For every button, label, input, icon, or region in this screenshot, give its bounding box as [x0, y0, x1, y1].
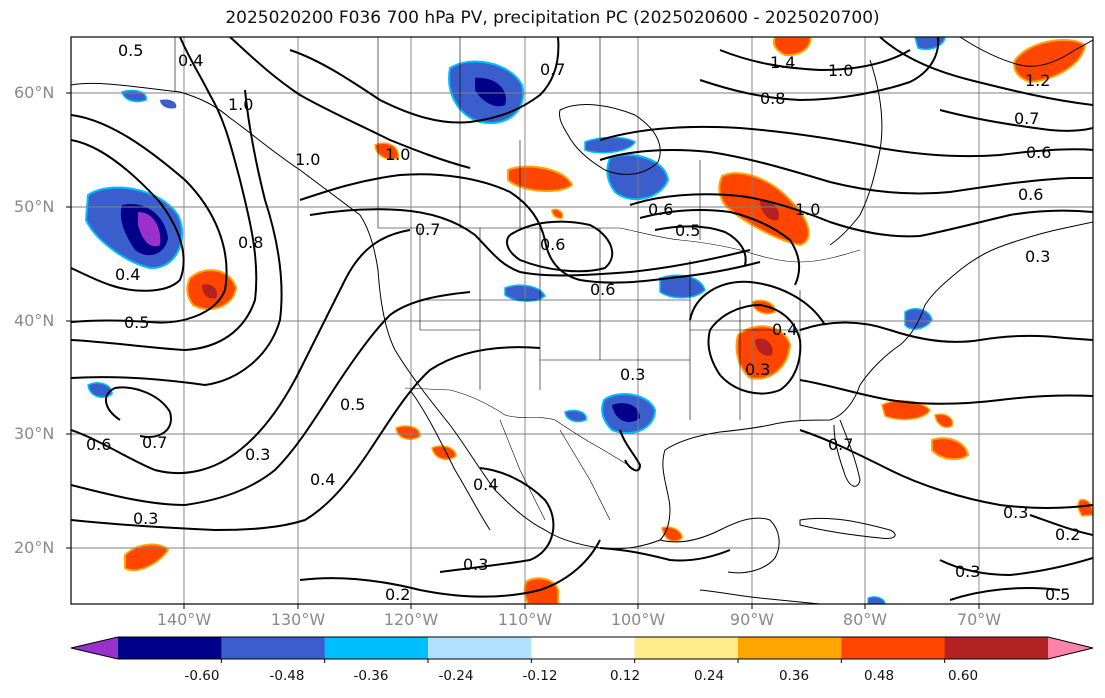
coastlines [71, 37, 1093, 604]
contour-label: 0.3 [955, 562, 980, 581]
lat-label-20n: 20°N [14, 538, 55, 557]
contour-label: 0.6 [648, 200, 673, 219]
colorbar-outline [70, 636, 1094, 660]
contour-label: 1.2 [1025, 71, 1050, 90]
lat-label-40n: 40°N [14, 311, 55, 330]
pv-contours [71, 37, 1093, 601]
contour-label: 0.5 [340, 395, 365, 414]
colorbar-tick-label: -0.36 [353, 668, 389, 684]
contour-label: 0.4 [178, 51, 203, 70]
contour-labels: 0.5 0.4 0.7 1.4 1.0 0.8 1.2 0.7 0.6 1.0 … [86, 41, 1080, 604]
contour-label: 0.6 [1018, 185, 1043, 204]
contour-label: 0.4 [473, 475, 498, 494]
colorbar-tick-label: 0.36 [778, 668, 810, 684]
contour-label: 0.4 [310, 470, 335, 489]
colorbar-tick-label: -0.12 [522, 668, 558, 684]
colorbar-bin [634, 637, 739, 659]
contour-label: 0.7 [142, 433, 167, 452]
contour-label: 0.7 [540, 60, 565, 79]
contour-label: 0.3 [1003, 503, 1028, 522]
lat-label-30n: 30°N [14, 424, 55, 443]
lon-label-130w: 130°W [270, 610, 326, 629]
contour-label: 0.6 [590, 280, 615, 299]
contour-label: 0.7 [828, 435, 853, 454]
colorbar-extend-high [1048, 637, 1093, 659]
contour-label: 0.5 [1045, 585, 1070, 604]
colorbar-tick-label: -0.60 [184, 668, 220, 684]
lon-label-70w: 70°W [956, 610, 1002, 629]
contour-label: 0.5 [675, 221, 700, 240]
contour-label: 0.3 [745, 360, 770, 379]
colorbar-bin [118, 637, 222, 659]
colorbar-bin [841, 637, 946, 659]
contour-label: 1.4 [770, 53, 795, 72]
colorbar-bin [428, 637, 532, 659]
contour-label: 0.6 [1026, 143, 1051, 162]
contour-label: 0.4 [772, 320, 797, 339]
contour-label: 0.8 [238, 233, 263, 252]
contour-label: 1.0 [295, 150, 320, 169]
contour-label: 0.8 [760, 89, 785, 108]
colorbar-tick-label: 0.48 [863, 668, 895, 684]
contour-label: 0.3 [1025, 247, 1050, 266]
gridlines [71, 37, 1093, 604]
lon-label-80w: 80°W [842, 610, 888, 629]
contour-label: 0.4 [115, 265, 140, 284]
contour-label: 0.6 [540, 235, 565, 254]
contour-label: 1.0 [228, 95, 253, 114]
map-title: 2025020200 F036 700 hPa PV, precipitatio… [225, 8, 880, 28]
lon-label-90w: 90°W [729, 610, 775, 629]
contour-label: 0.3 [620, 365, 645, 384]
colorbar-bin [221, 637, 326, 659]
contour-label: 0.5 [118, 41, 143, 60]
lon-label-120w: 120°W [383, 610, 439, 629]
contour-label: 0.3 [133, 509, 158, 528]
political-borders [174, 37, 861, 521]
lon-label-100w: 100°W [610, 610, 666, 629]
contour-label: 1.0 [385, 145, 410, 164]
colorbar-tick-label: 0.60 [947, 668, 979, 684]
contour-label: 1.0 [828, 61, 853, 80]
colorbar-tick-label: -0.48 [269, 668, 305, 684]
contour-label: 0.2 [1055, 525, 1080, 544]
colorbar-tick-label: -0.24 [438, 668, 474, 684]
colorbar-bin [324, 637, 429, 659]
colorbar-extend-low [71, 637, 118, 659]
contour-label: 0.3 [463, 555, 488, 574]
contour-label: 1.0 [795, 200, 820, 219]
colorbar-tick-label: 0.24 [693, 668, 725, 684]
contour-label: 0.5 [124, 313, 149, 332]
colorbar-bin [531, 637, 636, 659]
colorbar-bin [738, 637, 842, 659]
contour-label: 0.2 [385, 585, 410, 604]
contour-label: 0.7 [1014, 109, 1039, 128]
colorbar-tick-label: 0.12 [609, 668, 641, 684]
contour-label: 0.6 [86, 435, 111, 454]
contour-label: 0.3 [245, 445, 270, 464]
lat-label-60n: 60°N [14, 83, 55, 102]
lon-label-110w: 110°W [497, 610, 553, 629]
contour-label: 0.7 [415, 220, 440, 239]
lon-label-140w: 140°W [156, 610, 212, 629]
colorbar [70, 636, 1094, 663]
lat-label-50n: 50°N [14, 197, 55, 216]
colorbar-bin [944, 637, 1049, 659]
